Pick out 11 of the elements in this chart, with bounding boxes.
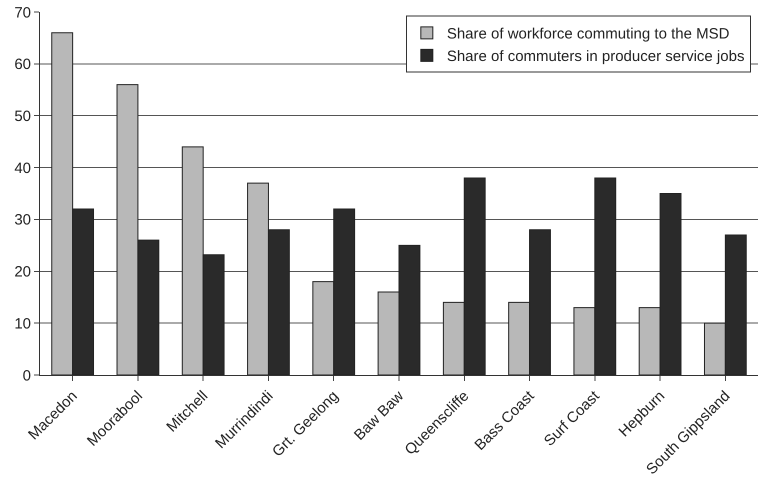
x-tick-label: Baw Baw <box>350 387 408 444</box>
legend-label: Share of workforce commuting to the MSD <box>446 26 730 43</box>
y-tick-label: 0 <box>22 367 31 384</box>
y-tick-label: 20 <box>14 264 31 281</box>
y-tick-label: 60 <box>14 56 31 74</box>
y-tick-label: 70 <box>14 4 31 22</box>
y-tick-label: 40 <box>14 160 31 177</box>
y-tick-label: 10 <box>14 315 31 332</box>
y-tick-label: 50 <box>14 108 31 125</box>
legend-label: Share of commuters in producer service jobs <box>446 48 744 66</box>
y-tick-label: 30 <box>14 212 31 229</box>
